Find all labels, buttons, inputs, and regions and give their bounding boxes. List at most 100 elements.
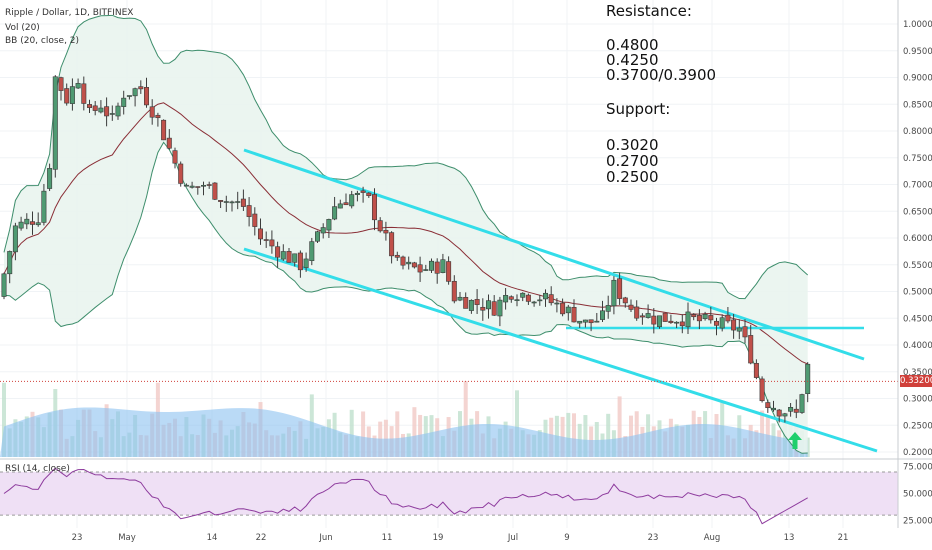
candle-body bbox=[577, 320, 583, 324]
candle-body bbox=[104, 106, 110, 117]
support-level: 0.2500 bbox=[606, 168, 659, 186]
candle-body bbox=[161, 119, 167, 141]
candle-body bbox=[731, 319, 737, 331]
candle-body bbox=[788, 407, 794, 412]
volume-bar bbox=[617, 396, 622, 457]
candle-body bbox=[326, 219, 332, 231]
x-tick-label: Aug bbox=[704, 533, 721, 543]
candle-body bbox=[366, 192, 372, 196]
candle-body bbox=[753, 363, 759, 378]
candlestick-series bbox=[1, 75, 811, 423]
candle-body bbox=[525, 294, 531, 302]
up-arrow-shape bbox=[788, 432, 802, 449]
bb-upper-line bbox=[3, 14, 809, 300]
candle-body bbox=[406, 261, 412, 265]
candle-body bbox=[776, 409, 782, 417]
candle-body bbox=[651, 315, 657, 325]
candle-body bbox=[668, 320, 674, 323]
x-tick-label: 14 bbox=[207, 533, 218, 543]
resistance-level: 0.4800 bbox=[606, 36, 659, 54]
candle-body bbox=[320, 227, 326, 234]
candle-body bbox=[18, 221, 24, 229]
candle-body bbox=[394, 254, 400, 258]
resistance-title: Resistance: bbox=[606, 2, 692, 20]
candle-body bbox=[713, 320, 719, 326]
candle-body bbox=[508, 296, 514, 300]
candle-body bbox=[337, 203, 343, 209]
trend-channel bbox=[243, 148, 878, 453]
candle-body bbox=[468, 299, 474, 311]
candle-body bbox=[360, 190, 366, 193]
candle-body bbox=[58, 77, 64, 91]
candle-body bbox=[314, 231, 320, 242]
candle-body bbox=[423, 269, 429, 271]
rsi-indicator-label: RSI (14, close) bbox=[5, 464, 70, 474]
candle-body bbox=[172, 150, 178, 164]
candle-body bbox=[588, 319, 594, 324]
candle-body bbox=[280, 251, 286, 260]
candle-body bbox=[201, 184, 207, 187]
volume-bar bbox=[361, 411, 366, 457]
rsi-tick-label: 25.0000 bbox=[903, 516, 932, 526]
x-tick-label: 19 bbox=[433, 533, 444, 543]
candle-body bbox=[742, 326, 748, 338]
candle-body bbox=[218, 200, 224, 202]
candle-body bbox=[617, 278, 623, 299]
candle-body bbox=[275, 246, 281, 258]
volume-bar bbox=[515, 390, 519, 457]
volume-bar bbox=[572, 413, 576, 457]
candle-body bbox=[240, 198, 246, 207]
candle-body bbox=[206, 184, 212, 186]
candle-body bbox=[748, 335, 754, 364]
candle-body bbox=[377, 220, 383, 232]
candle-body bbox=[428, 260, 434, 271]
candle-body bbox=[292, 253, 298, 263]
candle-body bbox=[417, 264, 423, 273]
candle-body bbox=[52, 76, 58, 170]
volume-bar bbox=[349, 409, 354, 457]
candle-body bbox=[263, 239, 269, 241]
candle-body bbox=[571, 307, 577, 323]
candle-body bbox=[514, 299, 520, 301]
candle-body bbox=[41, 190, 47, 223]
volume-indicator-label: Vol (20) bbox=[5, 23, 40, 33]
candle-body bbox=[805, 363, 811, 394]
candle-body bbox=[286, 251, 292, 263]
x-tick-label: 23 bbox=[648, 533, 659, 543]
candle-body bbox=[765, 402, 771, 409]
candle-body bbox=[115, 105, 121, 117]
candle-body bbox=[12, 225, 18, 253]
candle-body bbox=[674, 321, 680, 324]
rsi-tick-label: 50.0000 bbox=[903, 490, 932, 500]
candle-body bbox=[371, 194, 377, 221]
candle-body bbox=[195, 186, 201, 188]
candle-body bbox=[332, 206, 338, 220]
candle-body bbox=[531, 301, 537, 304]
candle-body bbox=[269, 239, 275, 247]
candle-body bbox=[29, 221, 35, 225]
x-tick-label: 23 bbox=[72, 533, 83, 543]
candle-body bbox=[1, 273, 7, 297]
candle-body bbox=[144, 87, 150, 106]
candle-body bbox=[645, 313, 651, 318]
candle-body bbox=[537, 299, 543, 302]
candle-body bbox=[400, 256, 406, 266]
candle-body bbox=[656, 315, 662, 328]
candle-body bbox=[166, 137, 172, 149]
support-title: Support: bbox=[606, 100, 671, 118]
candle-body bbox=[696, 315, 702, 322]
bb-lower-line bbox=[3, 141, 808, 454]
candle-body bbox=[189, 185, 195, 188]
candle-body bbox=[69, 86, 75, 104]
bb-basis-line bbox=[3, 102, 808, 365]
resistance-level: 0.3700/0.3900 bbox=[606, 66, 717, 84]
rsi-tick-label: 75.0000 bbox=[903, 463, 932, 473]
volume-ma-area bbox=[0, 407, 808, 457]
